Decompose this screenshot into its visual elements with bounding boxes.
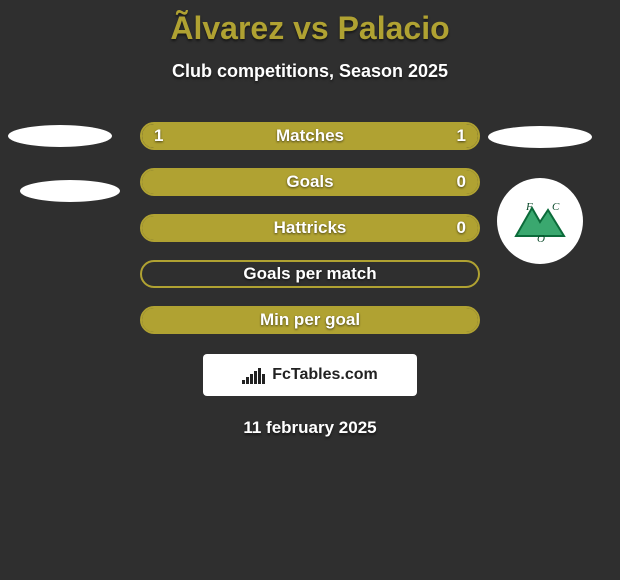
decor-ellipse-right-top bbox=[488, 126, 592, 148]
stat-row: 1 Matches 1 bbox=[140, 122, 480, 150]
svg-text:O: O bbox=[537, 233, 545, 245]
stat-label: Min per goal bbox=[260, 310, 360, 330]
date-label: 11 february 2025 bbox=[0, 418, 620, 438]
club-crest: F C O bbox=[497, 178, 583, 264]
stat-value-right: 0 bbox=[457, 218, 466, 238]
stat-label: Hattricks bbox=[274, 218, 347, 238]
stat-label: Goals bbox=[286, 172, 333, 192]
stat-value-right: 1 bbox=[457, 126, 466, 146]
stat-value-left: 1 bbox=[154, 126, 163, 146]
bar-chart-icon bbox=[242, 366, 266, 384]
attribution-badge[interactable]: FcTables.com bbox=[203, 354, 417, 396]
subtitle: Club competitions, Season 2025 bbox=[0, 61, 620, 82]
stat-row: Goals 0 bbox=[140, 168, 480, 196]
stat-value-right: 0 bbox=[457, 172, 466, 192]
page-title: Ãlvarez vs Palacio bbox=[0, 0, 620, 47]
svg-text:F: F bbox=[525, 201, 533, 213]
decor-ellipse-left-top bbox=[8, 125, 112, 147]
attribution-text: FcTables.com bbox=[272, 366, 378, 384]
stat-row: Min per goal bbox=[140, 306, 480, 334]
stat-row: Hattricks 0 bbox=[140, 214, 480, 242]
stat-label: Matches bbox=[276, 126, 344, 146]
stat-row: Goals per match bbox=[140, 260, 480, 288]
stat-label: Goals per match bbox=[243, 264, 376, 284]
crest-svg: F C O bbox=[510, 196, 570, 246]
decor-ellipse-left-mid bbox=[20, 180, 120, 202]
svg-text:C: C bbox=[552, 201, 560, 213]
